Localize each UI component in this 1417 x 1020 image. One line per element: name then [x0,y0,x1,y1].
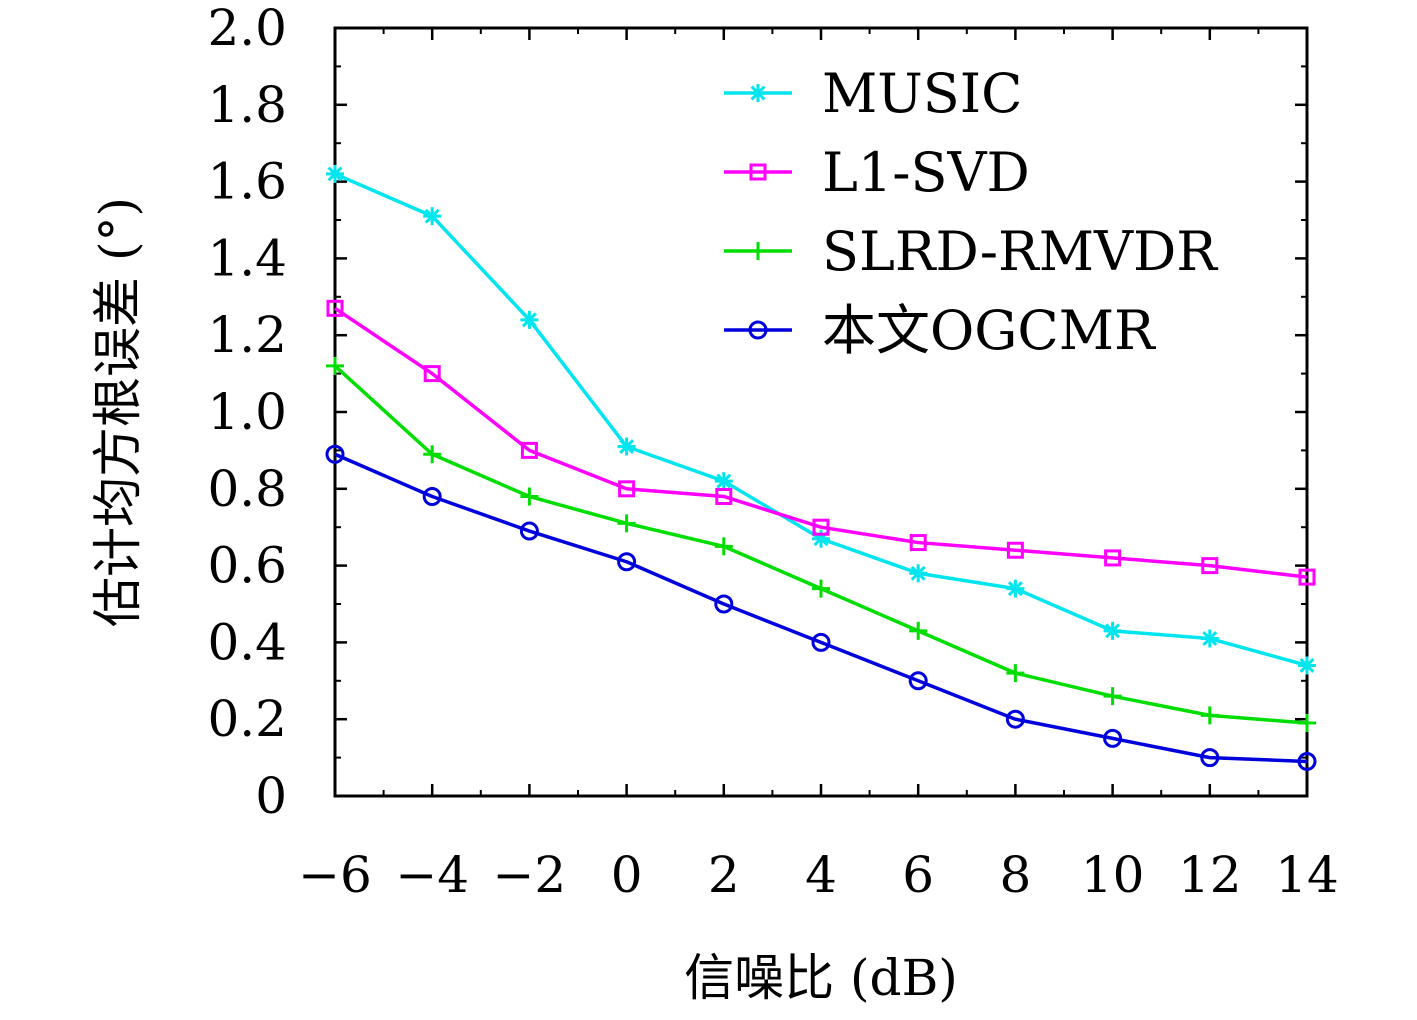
x-tick-label: 12 [1178,846,1242,904]
x-tick-label: −2 [493,846,567,904]
data-point [520,310,539,329]
data-point [714,472,733,491]
legend-item: SLRD-RMVDR [724,220,1218,283]
data-point [1298,714,1316,733]
legend-marker [749,242,767,260]
legend-label: SLRD-RMVDR [822,220,1218,283]
y-tick-label: 0.8 [207,460,287,518]
legend-label: L1-SVD [822,141,1030,204]
y-tick-label: 2.0 [207,0,287,57]
data-point [1297,751,1317,771]
data-point [1201,557,1219,575]
data-point [423,365,441,383]
data-point [908,671,928,691]
x-tick-label: 0 [611,846,643,904]
data-point [1006,579,1025,598]
data-point [326,299,344,317]
legend-item: 本文OGCMR [724,299,1156,362]
data-point [1298,656,1316,675]
y-tick-labels: 0 0.2 0.4 0.6 0.8 1.0 1.2 1.4 1.6 1.8 2.0 [207,0,287,825]
legend-marker [748,320,768,340]
y-axis-label: 估计均方根误差 (°) [89,197,147,627]
series-line [334,306,1308,579]
data-point [714,594,734,614]
data-point [326,356,344,375]
data-point [1103,621,1122,640]
x-tick-label: 4 [805,846,837,904]
data-point [1005,709,1025,729]
data-point [1103,728,1123,748]
series-1 [326,299,1316,586]
data-point [618,480,636,498]
data-point [423,445,442,464]
data-point [520,487,539,506]
x-tick-label: 8 [999,846,1031,904]
data-point [1200,629,1219,648]
data-point [714,537,733,556]
data-point [422,486,442,506]
data-point [812,529,830,548]
y-tick-label: 0.6 [207,537,287,595]
data-point [520,441,538,459]
data-point [617,437,636,456]
axis-ticks [333,26,1309,798]
legend-label: MUSIC [822,62,1022,125]
data-point [909,621,928,640]
series-0 [326,164,1316,675]
legend-label: 本文OGCMR [822,299,1156,362]
data-point [715,487,733,505]
data-point [909,534,927,552]
data-point [519,521,539,541]
y-tick-label: 0 [255,767,287,825]
legend-item: MUSIC [724,62,1022,125]
data-point [1006,541,1024,559]
data-point [325,444,345,464]
legend-marker [749,163,767,181]
x-axis-label: 信噪比 (dB) [684,949,958,1007]
x-tick-label: 2 [708,846,740,904]
series-line [334,452,1308,764]
data-point [1104,549,1122,567]
x-tick-label: 14 [1275,846,1339,904]
y-tick-label: 1.2 [207,306,287,364]
legend-marker [749,84,767,102]
data-point [617,514,636,533]
legend-item: L1-SVD [724,141,1030,204]
y-tick-label: 0.2 [207,690,287,748]
data-point [1298,568,1316,586]
y-tick-label: 1.4 [207,229,287,287]
x-tick-label: −4 [395,846,469,904]
y-tick-label: 1.8 [207,76,287,134]
series-group [325,164,1317,771]
data-point [909,564,928,583]
y-tick-label: 1.0 [207,383,287,441]
x-tick-labels: −6 −4 −2 0 2 4 6 8 10 12 14 [298,846,1339,904]
x-tick-label: 10 [1081,846,1145,904]
y-tick-label: 1.6 [207,153,287,211]
legend: MUSIC L1-SVD SLRD-RMVDR 本文OGCMR [724,62,1218,362]
data-point [617,552,637,572]
data-point [326,164,344,183]
data-point [1200,706,1219,725]
data-point [811,632,831,652]
data-point [812,579,830,598]
series-3 [325,444,1317,771]
x-tick-label: −6 [298,846,372,904]
data-point [1103,687,1122,706]
data-point [1006,664,1025,683]
x-tick-label: 6 [902,846,934,904]
data-point [812,518,830,536]
data-point [1200,748,1220,768]
series-2 [326,356,1316,733]
data-point [423,207,442,226]
y-tick-label: 0.4 [207,613,287,671]
